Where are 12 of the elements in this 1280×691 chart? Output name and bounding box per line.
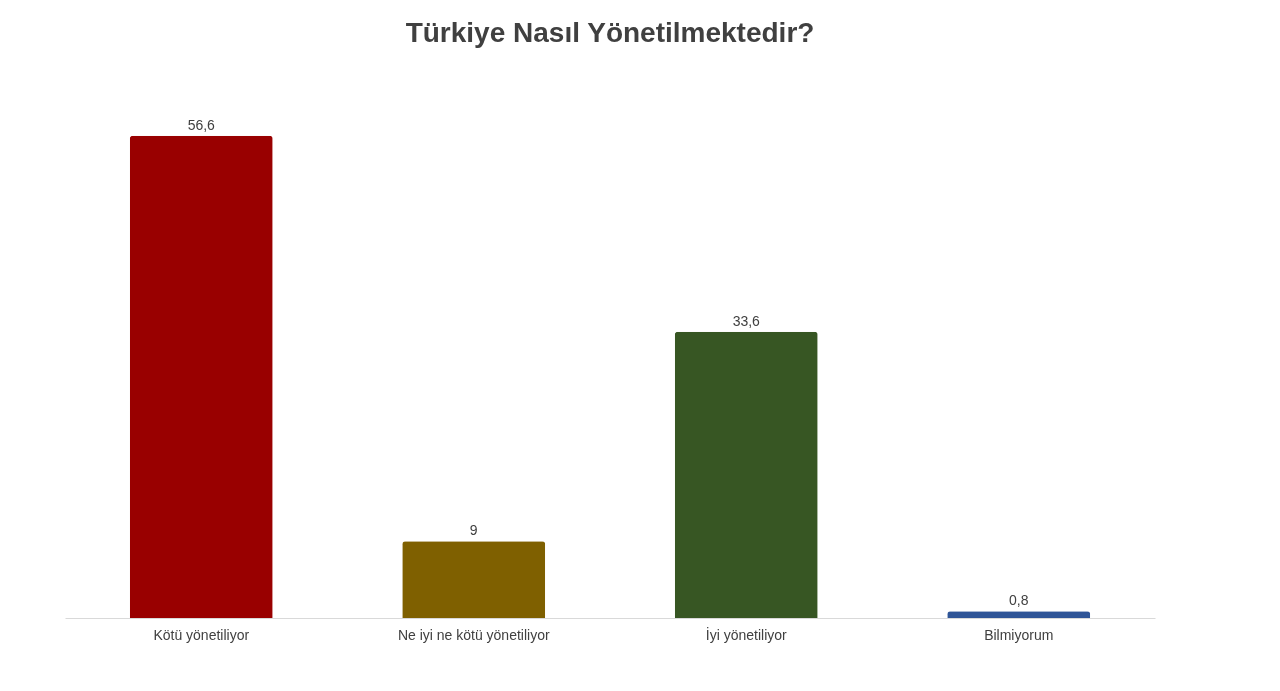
data-label: 56,6 bbox=[187, 116, 216, 133]
chart-title: Türkiye Nasıl Yönetilmektedir? bbox=[405, 17, 815, 48]
data-label: 9 bbox=[469, 522, 478, 539]
data-label: 0,8 bbox=[1009, 592, 1029, 609]
x-tick-label: Bilmiyorum bbox=[984, 626, 1054, 643]
bar bbox=[402, 541, 546, 618]
data-label: 33,6 bbox=[732, 312, 761, 329]
x-tick-label: İyi yönetiliyor bbox=[705, 625, 788, 643]
bar bbox=[129, 135, 273, 618]
x-tick-label: Ne iyi ne kötü yönetiliyor bbox=[397, 626, 550, 643]
x-tick-label: Kötü yönetiliyor bbox=[153, 626, 250, 643]
bar bbox=[674, 331, 818, 618]
